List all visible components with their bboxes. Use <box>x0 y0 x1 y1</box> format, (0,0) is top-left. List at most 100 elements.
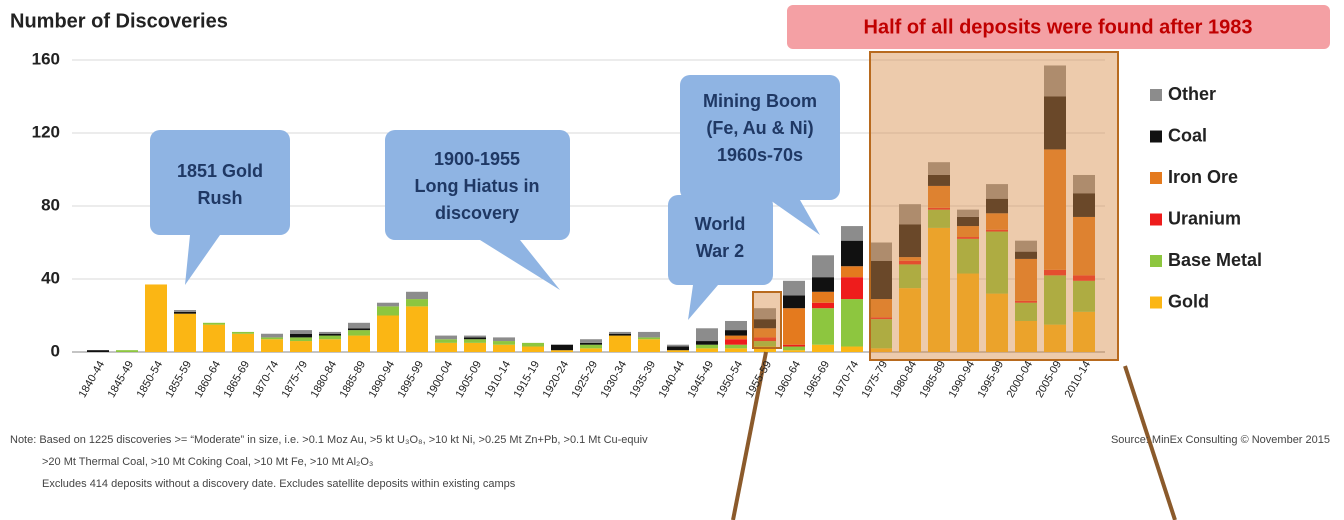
bar-segment <box>725 344 747 349</box>
bar-segment <box>870 260 892 300</box>
bar-segment <box>290 330 312 334</box>
legend-swatch <box>1150 296 1162 309</box>
bar-segment <box>986 184 1008 199</box>
bar-segment <box>812 277 834 292</box>
bar-segment <box>261 339 283 352</box>
bar-segment <box>870 299 892 318</box>
legend-label: Uranium <box>1168 208 1241 228</box>
bar-segment <box>957 216 979 227</box>
bar-segment <box>899 204 921 225</box>
bar-segment <box>957 273 979 352</box>
bar-segment <box>754 308 776 320</box>
x-tick-label: 1945-49 <box>686 359 717 400</box>
bar-segment <box>1044 149 1066 270</box>
bar-segment <box>609 335 631 352</box>
bar-segment <box>812 255 834 278</box>
bar-segment <box>1044 96 1066 150</box>
x-tick-label: 1975-79 <box>860 359 891 400</box>
bar-segment <box>986 231 1008 294</box>
bar-segment <box>725 339 747 345</box>
bar-segment <box>957 226 979 238</box>
bar-segment <box>928 174 950 186</box>
y-tick-label: 80 <box>41 195 60 214</box>
callout-text: Mining Boom <box>703 91 817 111</box>
x-tick-label: 1935-39 <box>628 359 659 400</box>
bar-segment <box>696 348 718 352</box>
bar-segment <box>841 266 863 278</box>
bar-segment <box>899 224 921 258</box>
legend-label: Gold <box>1168 291 1209 311</box>
bar-segment <box>493 341 515 345</box>
bar-segment <box>1044 275 1066 325</box>
bar-segment <box>522 346 544 352</box>
bar-segment <box>319 339 341 352</box>
callout-text: War 2 <box>696 241 744 261</box>
bar-segment <box>232 333 254 352</box>
banner: Half of all deposits were found after 19… <box>864 16 1253 38</box>
arrow <box>1123 365 1177 520</box>
y-tick-label: 40 <box>41 268 60 287</box>
bar-segment <box>290 333 312 338</box>
bar-segment <box>870 319 892 349</box>
note: Note: Based on 1225 discoveries >= “Mode… <box>10 434 648 446</box>
bar-segment <box>783 308 805 345</box>
arrows <box>731 351 1177 520</box>
bar-segment <box>493 344 515 352</box>
x-tick-label: 1850-54 <box>135 359 166 400</box>
legend-label: Other <box>1168 84 1216 104</box>
x-tick-label: 1890-94 <box>367 359 398 400</box>
callout-text: Long Hiatus in <box>415 176 540 196</box>
bar-segment <box>406 291 428 300</box>
bar-segment <box>493 337 515 342</box>
bar-segment <box>783 346 805 351</box>
y-tick-label: 120 <box>32 122 60 141</box>
bar-segment <box>899 264 921 289</box>
bar-segment <box>580 339 602 343</box>
bar-segment <box>1073 311 1095 352</box>
bar-segment <box>203 324 225 352</box>
bar-segment <box>841 346 863 352</box>
bar-segment <box>377 302 399 307</box>
bar-segment <box>725 330 747 336</box>
bar-segment <box>725 335 747 340</box>
bar-segment <box>1015 251 1037 259</box>
x-tick-label: 1855-59 <box>164 359 195 400</box>
callout-text: 1960s-70s <box>717 145 803 165</box>
bar-segment <box>928 227 950 352</box>
legend-swatch <box>1150 213 1162 226</box>
bar-segment <box>812 308 834 345</box>
bar-segment <box>667 346 689 351</box>
bar-segment <box>1015 300 1037 303</box>
bar-segment <box>696 344 718 349</box>
bar-segment <box>609 331 631 334</box>
bar-segment <box>406 306 428 352</box>
bar-segment <box>812 291 834 303</box>
x-tick-label: 1905-09 <box>454 359 485 400</box>
x-tick-label: 1845-49 <box>106 359 137 400</box>
bar-segment <box>957 238 979 274</box>
bar-segment <box>754 328 776 338</box>
x-tick-label: 1980-84 <box>889 359 920 400</box>
bar-segment <box>232 331 254 334</box>
x-tick-label: 1985-89 <box>918 359 949 400</box>
bar-segment <box>261 333 283 338</box>
bar-segment <box>870 317 892 320</box>
x-tick-label: 1900-04 <box>425 359 456 400</box>
x-tick-label: 2005-09 <box>1034 359 1065 400</box>
bar-segment <box>899 288 921 352</box>
bar-segment <box>928 185 950 208</box>
note: >20 Mt Thermal Coal, >10 Mt Coking Coal,… <box>42 456 373 468</box>
chart-title: Number of Discoveries <box>10 10 228 32</box>
source: Source: MinEx Consulting © November 2015 <box>1111 434 1330 446</box>
bar-segment <box>812 344 834 352</box>
bar-segment <box>870 348 892 352</box>
bar-segment <box>435 339 457 343</box>
x-tick-label: 1840-44 <box>77 359 108 400</box>
bar-segment <box>783 295 805 309</box>
bar-segment <box>783 280 805 296</box>
highlight-box <box>752 291 782 349</box>
y-tick-label: 160 <box>32 49 60 68</box>
bar-segment <box>725 348 747 352</box>
bar-segment <box>174 311 196 314</box>
bar-segment <box>145 284 167 352</box>
